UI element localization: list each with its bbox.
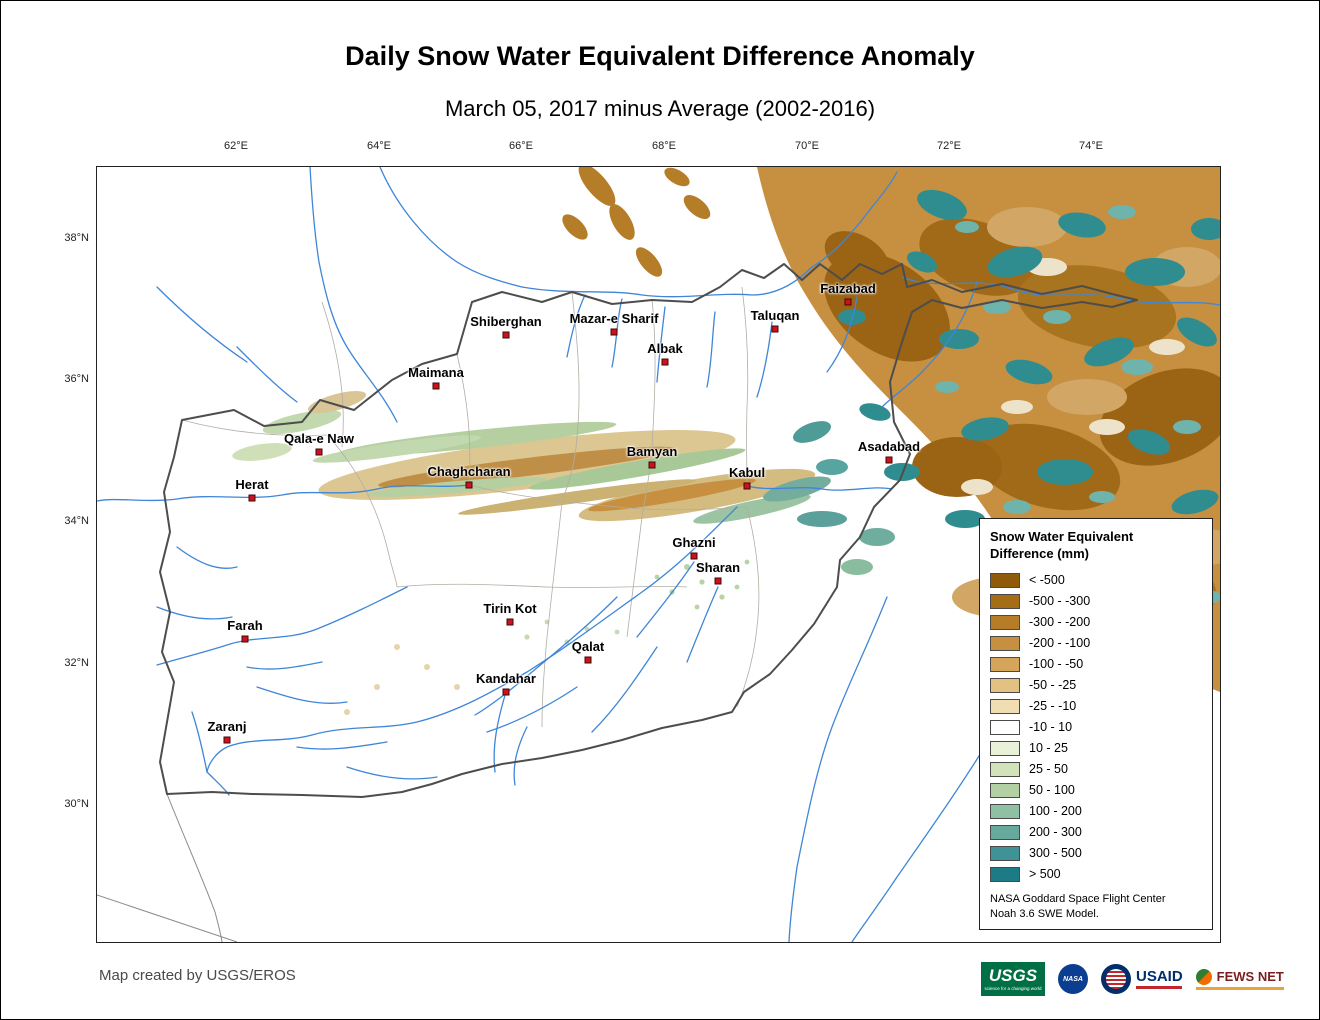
legend-label: -25 - -10 bbox=[1029, 699, 1077, 714]
legend: Snow Water Equivalent Difference (mm) < … bbox=[979, 518, 1213, 931]
longitude-tick-label: 72°E bbox=[937, 140, 961, 152]
legend-label: 25 - 50 bbox=[1029, 762, 1068, 777]
legend-row: -300 - -200 bbox=[990, 612, 1203, 633]
usgs-logo-tagline: science for a changing world bbox=[984, 986, 1042, 991]
legend-note-line1: NASA Goddard Space Flight Center bbox=[990, 892, 1166, 905]
legend-row: 200 - 300 bbox=[990, 822, 1203, 843]
legend-swatch bbox=[990, 740, 1020, 756]
legend-row: -500 - -300 bbox=[990, 591, 1203, 612]
usgs-logo: USGS science for a changing world bbox=[981, 962, 1045, 996]
legend-note-line2: Noah 3.6 SWE Model. bbox=[990, 907, 1099, 920]
legend-label: -200 - -100 bbox=[1029, 636, 1091, 651]
legend-swatch bbox=[990, 824, 1020, 840]
legend-label: 300 - 500 bbox=[1029, 846, 1082, 861]
fewsnet-logo: FEWS NET bbox=[1195, 968, 1284, 990]
legend-title-line2: Difference (mm) bbox=[990, 545, 1089, 561]
legend-row: > 500 bbox=[990, 864, 1203, 885]
legend-row: 10 - 25 bbox=[990, 738, 1203, 759]
latitude-tick-label: 30°N bbox=[64, 798, 89, 810]
legend-row: 50 - 100 bbox=[990, 780, 1203, 801]
legend-row: 300 - 500 bbox=[990, 843, 1203, 864]
usaid-logo: USAID bbox=[1101, 964, 1183, 994]
latitude-tick-label: 34°N bbox=[64, 515, 89, 527]
legend-label: -100 - -50 bbox=[1029, 657, 1084, 672]
longitude-tick-label: 62°E bbox=[224, 140, 248, 152]
latitude-axis: 38°N 36°N 34°N 32°N 30°N bbox=[51, 166, 91, 941]
legend-row: -10 - 10 bbox=[990, 717, 1203, 738]
legend-row: -50 - -25 bbox=[990, 675, 1203, 696]
fewsnet-logo-text: FEWS NET bbox=[1216, 969, 1284, 984]
legend-swatch bbox=[990, 635, 1020, 651]
legend-swatch bbox=[990, 656, 1020, 672]
logo-row: USGS science for a changing world NASA U… bbox=[981, 955, 1284, 1003]
legend-note: NASA Goddard Space Flight Center Noah 3.… bbox=[990, 892, 1203, 922]
legend-label: -50 - -25 bbox=[1029, 678, 1077, 693]
legend-label: 100 - 200 bbox=[1029, 804, 1082, 819]
legend-row: -100 - -50 bbox=[990, 654, 1203, 675]
legend-swatch bbox=[990, 803, 1020, 819]
legend-swatch bbox=[990, 845, 1020, 861]
latitude-tick-label: 38°N bbox=[64, 232, 89, 244]
legend-label: > 500 bbox=[1029, 867, 1061, 882]
legend-swatch bbox=[990, 866, 1020, 882]
legend-swatch bbox=[990, 572, 1020, 588]
fewsnet-globe-icon bbox=[1195, 968, 1212, 985]
longitude-tick-label: 74°E bbox=[1079, 140, 1103, 152]
longitude-tick-label: 64°E bbox=[367, 140, 391, 152]
usaid-seal-icon bbox=[1101, 964, 1131, 994]
country-border bbox=[159, 263, 1138, 798]
legend-row: 100 - 200 bbox=[990, 801, 1203, 822]
longitude-tick-label: 66°E bbox=[509, 140, 533, 152]
nasa-logo-text: NASA bbox=[1063, 975, 1083, 983]
legend-row: < -500 bbox=[990, 570, 1203, 591]
legend-swatch bbox=[990, 677, 1020, 693]
legend-swatch bbox=[990, 719, 1020, 735]
legend-title-line1: Snow Water Equivalent bbox=[990, 529, 1134, 544]
legend-label: 200 - 300 bbox=[1029, 825, 1082, 840]
legend-entries: < -500 -500 - -300 -300 - -200 -200 - -100 -… bbox=[990, 570, 1203, 885]
latitude-tick-label: 36°N bbox=[64, 373, 89, 385]
legend-title: Snow Water Equivalent Difference (mm) bbox=[990, 529, 1203, 563]
map-credit: Map created by USGS/EROS bbox=[99, 967, 296, 984]
page-title: Daily Snow Water Equivalent Difference A… bbox=[345, 41, 975, 71]
longitude-axis: 62°E 64°E 66°E 68°E 70°E 72°E 74°E bbox=[96, 140, 1219, 155]
legend-swatch bbox=[990, 761, 1020, 777]
usaid-logo-text: USAID bbox=[1136, 968, 1183, 985]
nasa-logo: NASA bbox=[1058, 964, 1088, 994]
legend-row: 25 - 50 bbox=[990, 759, 1203, 780]
legend-label: 10 - 25 bbox=[1029, 741, 1068, 756]
legend-row: -200 - -100 bbox=[990, 633, 1203, 654]
legend-label: 50 - 100 bbox=[1029, 783, 1075, 798]
page-subtitle: March 05, 2017 minus Average (2002-2016) bbox=[444, 96, 876, 121]
legend-label: -300 - -200 bbox=[1029, 615, 1091, 630]
legend-label: -10 - 10 bbox=[1029, 720, 1073, 735]
legend-row: -25 - -10 bbox=[990, 696, 1203, 717]
usaid-logo-bar bbox=[1136, 986, 1182, 989]
legend-label: < -500 bbox=[1029, 573, 1065, 588]
legend-swatch bbox=[990, 614, 1020, 630]
longitude-tick-label: 68°E bbox=[652, 140, 676, 152]
legend-swatch bbox=[990, 698, 1020, 714]
legend-swatch bbox=[990, 593, 1020, 609]
usgs-logo-text: USGS bbox=[988, 966, 1038, 985]
longitude-tick-label: 70°E bbox=[795, 140, 819, 152]
legend-label: -500 - -300 bbox=[1029, 594, 1091, 609]
legend-swatch bbox=[990, 782, 1020, 798]
map-frame: Faizabad Taluqan Mazar-e Sharif Shiberghan A… bbox=[96, 166, 1221, 943]
latitude-tick-label: 32°N bbox=[64, 657, 89, 669]
